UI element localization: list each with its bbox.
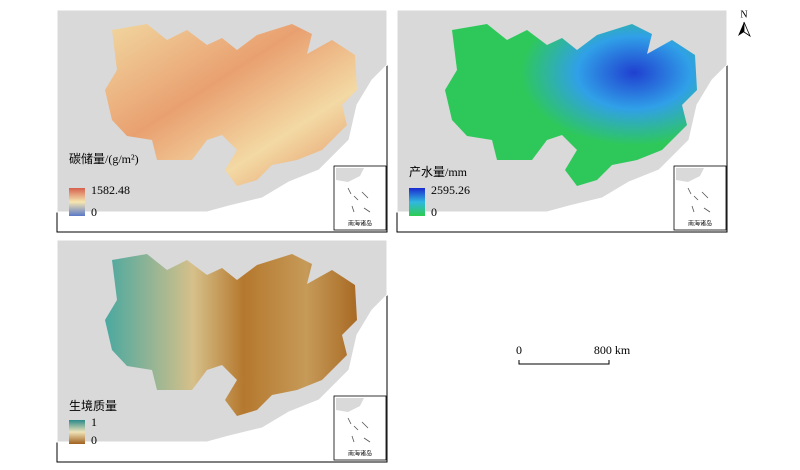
scale-start: 0	[516, 343, 522, 357]
legend-title: 产水量/mm	[409, 165, 468, 179]
legend-colorbar	[69, 188, 85, 216]
scale-bar: 0 800 km	[516, 343, 631, 365]
legend-max: 1582.48	[91, 183, 130, 197]
legend-colorbar	[409, 188, 425, 216]
scale-end: 800 km	[594, 343, 631, 357]
legend-title: 生境质量	[69, 398, 117, 413]
panel-carbon: 南海诸岛 碳储量/(g/m²) 1582.48 0	[56, 9, 388, 233]
legend-max: 2595.26	[431, 183, 470, 197]
north-label: N	[740, 9, 747, 20]
inset-label: 南海诸岛	[688, 219, 712, 227]
panel-habitat: 南海诸岛 生境质量 1 0	[56, 239, 388, 463]
legend-min: 0	[431, 205, 437, 219]
legend-max: 1	[91, 415, 97, 429]
legend-min: 0	[91, 433, 97, 447]
legend-min: 0	[91, 205, 97, 219]
inset-label: 南海诸岛	[348, 219, 372, 227]
inset-label: 南海诸岛	[348, 449, 372, 457]
panel-water: 南海诸岛 产水量/mm 2595.26 0	[396, 9, 728, 233]
legend-title: 碳储量/(g/m²)	[69, 151, 139, 166]
legend-colorbar	[69, 420, 85, 444]
north-arrow: N	[738, 9, 751, 38]
